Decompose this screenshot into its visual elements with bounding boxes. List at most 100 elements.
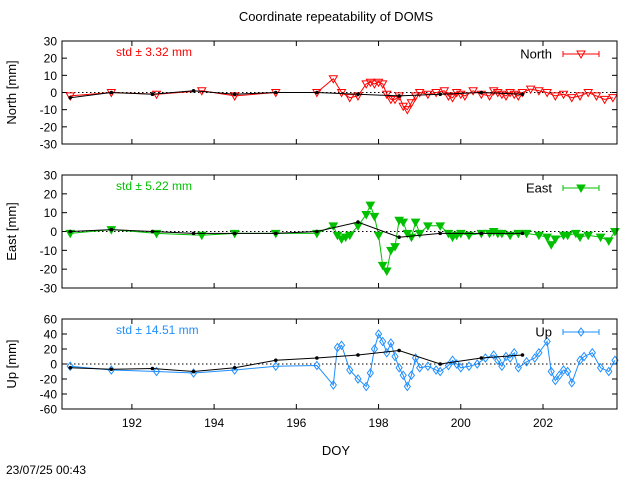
east-point (583, 231, 594, 241)
up-daily-point (150, 366, 155, 371)
up-ytick-label: -60 (40, 403, 58, 417)
up-point (448, 355, 457, 366)
east-daily-point (273, 231, 278, 236)
up-point (494, 355, 502, 366)
north-point (151, 90, 162, 100)
north-point (468, 87, 478, 96)
up-point (403, 381, 411, 392)
north-point (402, 106, 413, 115)
up-point (596, 362, 605, 373)
up-point (506, 353, 514, 363)
north-daily-point (315, 90, 319, 95)
up-daily-line (70, 349, 523, 373)
east-daily-point (68, 229, 73, 234)
north-daily-point (232, 92, 237, 97)
north-point (365, 78, 376, 88)
north-point (497, 90, 507, 100)
east-daily-point (397, 235, 401, 239)
north-point (414, 89, 425, 98)
timestamp: 23/07/25 00:43 (6, 463, 86, 477)
up-point (559, 365, 568, 375)
north-point (439, 87, 450, 96)
up-daily-point (397, 348, 401, 353)
east-daily-point (150, 229, 155, 234)
up-point (362, 381, 370, 392)
east-daily-point (520, 231, 525, 236)
up-point (551, 375, 559, 386)
east-ytick-label: -30 (40, 282, 58, 296)
east-point (550, 235, 561, 245)
east-point (595, 233, 606, 243)
up-point (457, 362, 465, 373)
up-point (502, 351, 510, 362)
east-point (365, 201, 376, 211)
chart-title: Coordinate repeatability of DOMS (239, 9, 434, 24)
up-point (391, 351, 399, 362)
up-frame (61, 318, 618, 410)
north-ytick-label: -20 (40, 120, 58, 134)
up-point (346, 365, 354, 375)
up-daily-point (438, 362, 443, 366)
east-point (406, 233, 417, 243)
east-point (410, 218, 421, 228)
up-ytick-label: 40 (44, 328, 58, 342)
east-point (390, 243, 400, 252)
north-point (608, 94, 618, 103)
up-point (424, 361, 432, 372)
up-point (453, 359, 461, 369)
east-point (414, 229, 425, 239)
north-point (443, 92, 454, 101)
up-point (444, 360, 453, 371)
east-daily-point (356, 220, 360, 224)
up-point (152, 366, 161, 377)
up-point (498, 361, 506, 372)
east-point (373, 231, 384, 241)
north-point (377, 80, 388, 89)
up-point (555, 370, 564, 381)
up-point (481, 353, 490, 363)
east-point (521, 229, 532, 239)
east-daily-point (109, 227, 114, 232)
east-point (603, 237, 614, 246)
up-point (490, 350, 498, 360)
up-std-label: std ± 14.51 mm (116, 323, 199, 337)
north-daily-point (109, 90, 114, 95)
up-point (473, 359, 481, 369)
north-point (455, 90, 466, 100)
north-point (550, 92, 561, 101)
north-point (344, 94, 355, 103)
up-daily-point (191, 369, 196, 374)
north-point (534, 87, 544, 96)
panel-north: 30 20 10 0 -10 -20 -30 std ± 3.32 mm North North … (4, 35, 618, 152)
xtick-label: 192 (122, 416, 142, 430)
north-point (447, 94, 458, 103)
up-ytick-label: 0 (50, 358, 57, 372)
up-daily-point (356, 353, 360, 357)
north-point (488, 87, 499, 96)
north-point (484, 92, 495, 101)
north-point (328, 75, 339, 84)
north-daily-point (356, 92, 360, 97)
xtick-label: 200 (451, 416, 471, 430)
east-ytick-label: -10 (40, 244, 58, 258)
up-point (313, 360, 321, 371)
up-ytick-label: -20 (40, 373, 58, 387)
up-daily-point (315, 356, 319, 360)
north-point (361, 80, 372, 89)
panel-east: 30 20 10 0 -10 -20 -30 std ± 5.22 mm East East [m… (4, 169, 620, 296)
up-point (387, 338, 395, 348)
up-point (432, 365, 440, 375)
east-ytick-label: 0 (50, 225, 57, 239)
north-daily-point (397, 94, 401, 98)
xtick-label: 194 (204, 416, 224, 430)
north-daily-point (273, 90, 278, 95)
up-point (588, 347, 596, 358)
north-ytick-label: -30 (40, 138, 58, 152)
north-ytick-label: 0 (50, 86, 57, 100)
north-point (431, 89, 441, 98)
up-point (416, 362, 424, 373)
north-point (369, 80, 380, 89)
north-point (558, 90, 569, 100)
up-daily-point (232, 365, 237, 370)
